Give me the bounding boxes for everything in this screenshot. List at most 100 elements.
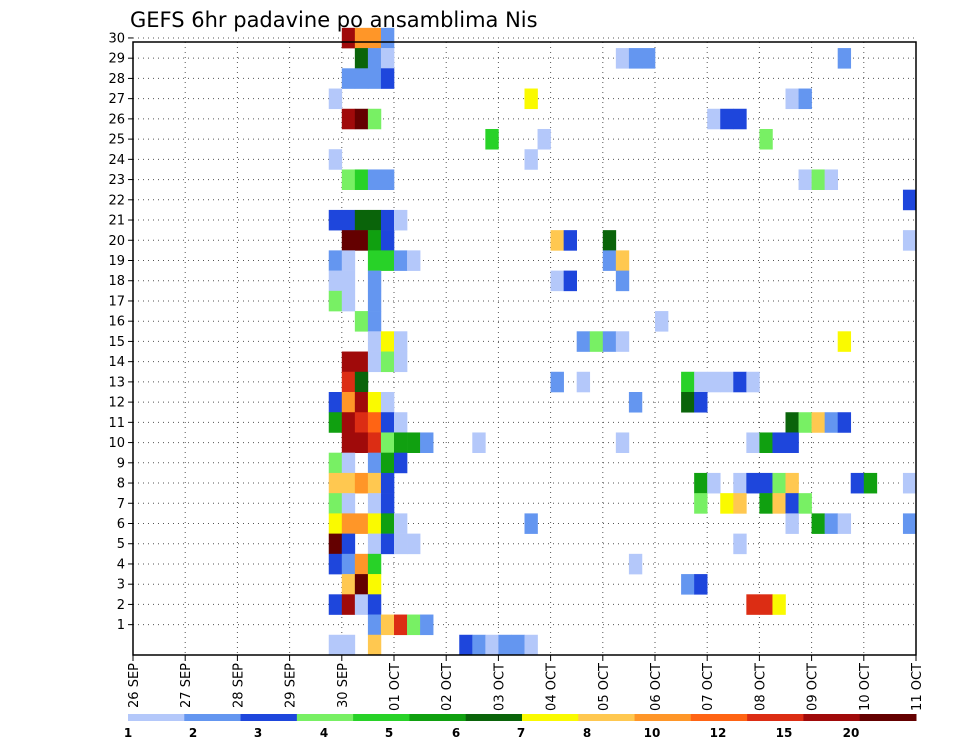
heatmap-cell	[367, 311, 382, 332]
heatmap-cell	[785, 88, 799, 110]
heatmap-cell	[380, 432, 395, 453]
heatmap-cell	[380, 493, 395, 514]
heatmap-cell	[615, 48, 630, 69]
heatmap-cell	[380, 614, 395, 636]
heatmap-cell	[394, 331, 408, 352]
y-tick-label: 21	[108, 214, 125, 229]
y-tick-label: 24	[108, 153, 125, 168]
heatmap-cell	[694, 493, 708, 514]
heatmap-cell	[615, 331, 630, 352]
y-tick-label: 13	[108, 375, 125, 390]
heatmap-cell	[341, 371, 356, 393]
y-tick-label: 3	[117, 578, 125, 593]
heatmap-cell	[759, 128, 773, 150]
heatmap-cell	[354, 311, 369, 332]
colorbar-label: 2	[189, 726, 197, 740]
heatmap-cell	[354, 27, 369, 49]
heatmap-cell	[341, 432, 356, 453]
y-tick-label: 25	[108, 133, 125, 148]
heatmap-cell	[354, 351, 369, 373]
colorbar-segment	[465, 714, 523, 721]
heatmap-cell	[380, 209, 395, 231]
colorbar-segment	[859, 714, 917, 721]
colorbar-segment	[634, 714, 692, 721]
heatmap-cell	[367, 48, 382, 69]
heatmap-cell	[641, 48, 656, 69]
heatmap-cell	[367, 594, 382, 615]
x-axis-ticks: 26 SEP 27 SEP 28 SEP 29 SEP 30 SEP 01 OCT 02 O…	[127, 655, 925, 711]
colorbar-label: 8	[583, 726, 591, 740]
heatmap-cell	[367, 634, 382, 656]
heatmap-cell	[328, 472, 343, 494]
heatmap-cell	[733, 533, 747, 555]
colorbar-segment	[240, 714, 298, 721]
heatmap-cell	[772, 432, 786, 453]
y-axis-ticks: 1234567891011121314151617181920212223242…	[108, 31, 133, 633]
heatmap-cell	[798, 493, 812, 514]
colorbar-segment	[409, 714, 467, 721]
heatmap-cell	[785, 432, 799, 453]
heatmap-cell	[798, 169, 812, 190]
heatmap-cell	[341, 108, 356, 130]
heatmap-cell	[354, 230, 369, 251]
heatmap-cell	[628, 392, 643, 413]
heatmap-cell	[837, 412, 852, 433]
heatmap-cell	[746, 432, 760, 453]
heatmap-cell	[354, 209, 369, 231]
colorbar-segment	[296, 714, 354, 721]
heatmap-cell	[785, 513, 799, 534]
heatmap-cell	[746, 594, 760, 615]
y-tick-label: 23	[108, 173, 125, 188]
heatmap-cell	[380, 169, 395, 190]
y-tick-label: 9	[117, 456, 125, 471]
heatmap-cell	[367, 553, 382, 575]
heatmap-cell	[720, 371, 734, 393]
heatmap-cell	[759, 594, 773, 615]
heatmap-cell	[367, 513, 382, 534]
heatmap-cell	[394, 452, 408, 474]
heatmap-cell	[354, 169, 369, 190]
heatmap-cell	[354, 513, 369, 534]
heatmap-cell	[524, 149, 538, 170]
heatmap-cell	[380, 472, 395, 494]
heatmap-cell	[733, 108, 747, 130]
colorbar-label: 15	[776, 726, 793, 740]
heatmap-cell	[459, 634, 473, 656]
y-tick-label: 28	[108, 72, 125, 87]
heatmap-cell	[394, 209, 408, 231]
heatmap-cell	[628, 48, 643, 69]
colorbar-label: 1	[124, 726, 132, 740]
colorbar-segment	[690, 714, 748, 721]
heatmap-cell	[341, 513, 356, 534]
heatmap-cell	[341, 230, 356, 251]
y-tick-label: 10	[108, 436, 125, 451]
x-tick-label: 27 SEP	[179, 663, 194, 708]
heatmap-cell	[354, 432, 369, 453]
x-tick-label: 26 SEP	[127, 663, 142, 708]
y-tick-label: 17	[108, 294, 125, 309]
heatmap-cell	[354, 392, 369, 413]
heatmap-cell	[341, 452, 356, 474]
heatmap-cell	[902, 230, 917, 251]
heatmap-cell	[602, 230, 617, 251]
y-tick-label: 22	[108, 193, 125, 208]
heatmap-cell	[367, 290, 382, 312]
x-tick-label: 07 OCT	[701, 663, 716, 711]
heatmap-cell	[394, 351, 408, 373]
heatmap-cell	[367, 209, 382, 231]
x-tick-label: 28 SEP	[231, 663, 246, 708]
heatmap-cell	[824, 169, 838, 190]
heatmap-cell	[785, 493, 799, 514]
colorbar-label: 12	[710, 726, 727, 740]
grid-lines	[133, 37, 916, 655]
colorbar-segment	[184, 714, 242, 721]
heatmap-cell	[407, 533, 421, 555]
heatmap-cell	[367, 68, 382, 89]
x-tick-label: 08 OCT	[753, 663, 768, 711]
colorbar-segment	[353, 714, 410, 721]
heatmap-cell	[550, 230, 564, 251]
heatmap-cell	[746, 371, 760, 393]
heatmap-cell	[394, 250, 408, 271]
heatmap-cell	[380, 351, 395, 373]
heatmap-cell	[367, 230, 382, 251]
